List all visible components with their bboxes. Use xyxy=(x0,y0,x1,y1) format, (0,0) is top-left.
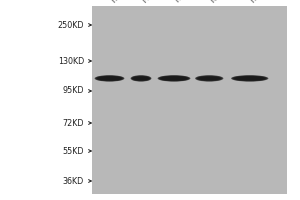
Ellipse shape xyxy=(198,78,220,79)
Ellipse shape xyxy=(132,76,150,81)
Ellipse shape xyxy=(95,76,124,81)
Ellipse shape xyxy=(161,76,187,80)
Ellipse shape xyxy=(159,76,189,81)
Ellipse shape xyxy=(163,77,185,80)
Ellipse shape xyxy=(158,75,190,82)
Ellipse shape xyxy=(200,78,218,79)
Ellipse shape xyxy=(158,75,190,81)
Ellipse shape xyxy=(161,77,187,80)
Ellipse shape xyxy=(99,77,120,80)
Ellipse shape xyxy=(160,76,188,81)
Ellipse shape xyxy=(235,77,264,80)
Text: 36KD: 36KD xyxy=(63,176,84,186)
Ellipse shape xyxy=(196,76,223,81)
Ellipse shape xyxy=(234,76,266,81)
Ellipse shape xyxy=(235,78,264,79)
Ellipse shape xyxy=(98,76,122,80)
Ellipse shape xyxy=(99,77,120,80)
Ellipse shape xyxy=(94,75,124,82)
Ellipse shape xyxy=(238,78,261,79)
Ellipse shape xyxy=(232,76,268,81)
Ellipse shape xyxy=(131,75,151,81)
Ellipse shape xyxy=(237,77,263,80)
Text: MCF-7: MCF-7 xyxy=(140,0,164,4)
Ellipse shape xyxy=(198,77,220,80)
Text: 95KD: 95KD xyxy=(62,86,84,95)
Ellipse shape xyxy=(231,75,268,82)
Ellipse shape xyxy=(158,76,190,81)
Ellipse shape xyxy=(233,76,266,81)
Ellipse shape xyxy=(163,77,185,79)
Text: 250KD: 250KD xyxy=(58,21,84,29)
Ellipse shape xyxy=(131,76,151,81)
Ellipse shape xyxy=(98,78,121,79)
Ellipse shape xyxy=(232,75,268,81)
Ellipse shape xyxy=(234,76,266,81)
Ellipse shape xyxy=(97,76,122,81)
Ellipse shape xyxy=(238,78,262,79)
Text: HepG2: HepG2 xyxy=(173,0,197,4)
Ellipse shape xyxy=(195,75,224,82)
Text: Hela: Hela xyxy=(110,0,130,4)
Ellipse shape xyxy=(133,77,149,80)
Ellipse shape xyxy=(131,76,151,81)
Text: Heart: Heart xyxy=(249,0,273,4)
Ellipse shape xyxy=(198,76,221,80)
Ellipse shape xyxy=(134,77,148,79)
Ellipse shape xyxy=(164,78,184,79)
Ellipse shape xyxy=(134,77,148,80)
Ellipse shape xyxy=(98,77,121,80)
Text: 72KD: 72KD xyxy=(62,118,84,128)
Ellipse shape xyxy=(196,76,222,81)
Ellipse shape xyxy=(159,76,189,81)
Ellipse shape xyxy=(132,76,150,81)
Ellipse shape xyxy=(236,77,263,80)
Ellipse shape xyxy=(100,78,119,79)
Ellipse shape xyxy=(197,76,221,81)
Ellipse shape xyxy=(134,77,148,80)
Ellipse shape xyxy=(100,77,119,79)
Ellipse shape xyxy=(97,76,122,81)
Ellipse shape xyxy=(130,75,152,82)
Text: K562: K562 xyxy=(208,0,229,4)
Ellipse shape xyxy=(236,77,264,80)
Ellipse shape xyxy=(232,76,267,81)
Ellipse shape xyxy=(100,78,119,79)
Ellipse shape xyxy=(197,76,221,81)
Ellipse shape xyxy=(196,76,222,81)
Ellipse shape xyxy=(162,77,186,80)
Ellipse shape xyxy=(132,76,150,81)
Ellipse shape xyxy=(98,77,121,80)
Ellipse shape xyxy=(96,76,123,81)
Ellipse shape xyxy=(133,78,149,79)
Ellipse shape xyxy=(200,77,219,79)
Ellipse shape xyxy=(164,78,184,79)
Ellipse shape xyxy=(160,76,188,81)
Ellipse shape xyxy=(134,78,148,79)
Bar xyxy=(92,6,286,194)
Ellipse shape xyxy=(96,76,123,81)
Ellipse shape xyxy=(95,75,124,81)
Ellipse shape xyxy=(199,77,220,80)
Ellipse shape xyxy=(162,77,186,80)
Ellipse shape xyxy=(237,77,262,79)
Text: 130KD: 130KD xyxy=(58,56,84,66)
Ellipse shape xyxy=(195,75,223,81)
Ellipse shape xyxy=(235,76,265,80)
Ellipse shape xyxy=(200,77,219,80)
Ellipse shape xyxy=(199,77,220,80)
Ellipse shape xyxy=(161,78,187,79)
Ellipse shape xyxy=(133,76,149,80)
Ellipse shape xyxy=(133,77,149,80)
Text: 55KD: 55KD xyxy=(62,146,84,156)
